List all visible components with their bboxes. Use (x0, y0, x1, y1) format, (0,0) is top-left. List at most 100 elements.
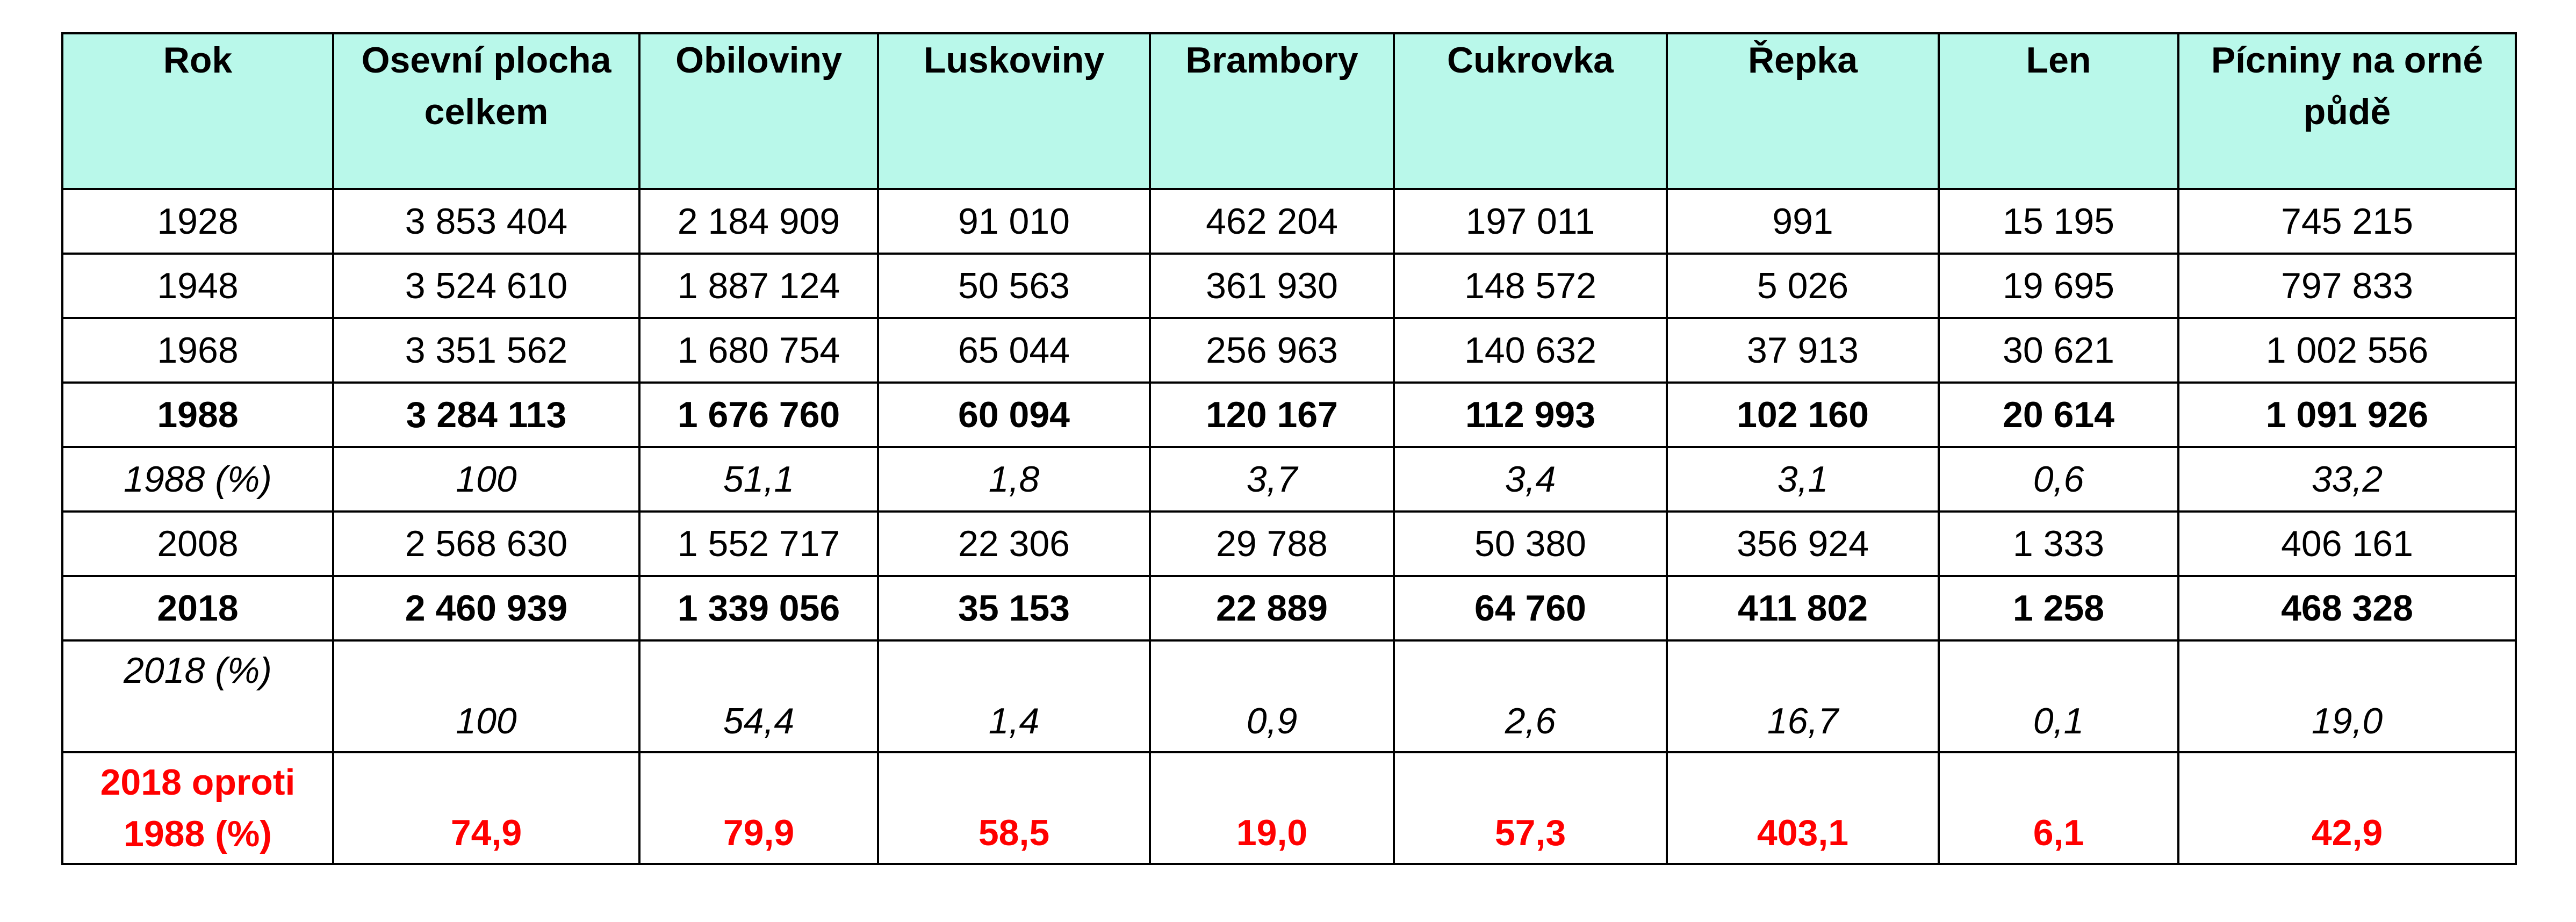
header-cell-cereals: Obiloviny (638, 32, 879, 190)
table-row: 1928 3 853 404 2 184 909 91 010 462 204 197 0… (61, 188, 2517, 255)
header-label: Pícniny na orné půdě (2211, 40, 2484, 132)
table-cell: 197 011 (1393, 188, 1668, 255)
table-cell: 0,1 (1938, 639, 2179, 753)
table-cell: 2 568 630 (332, 510, 641, 577)
table-cell: 3 284 113 (332, 381, 641, 448)
table-row: 1988 (%) 100 51,1 1,8 3,7 3,4 3,1 0,6 33,2 (61, 446, 2517, 513)
table-cell: 42,9 (2177, 751, 2517, 865)
table-cell: 58,5 (877, 751, 1151, 865)
table-cell: 3,1 (1666, 446, 1940, 513)
table-row: 1948 3 524 610 1 887 124 50 563 361 930 148 5… (61, 253, 2517, 319)
table-cell: 100 (332, 446, 641, 513)
table-cell: 50 380 (1393, 510, 1668, 577)
table-cell: 74,9 (332, 751, 641, 865)
table-cell: 1 002 556 (2177, 317, 2517, 384)
table-cell: 112 993 (1393, 381, 1668, 448)
table-cell: 361 930 (1149, 253, 1395, 319)
header-label: Rok (163, 40, 233, 81)
table-cell: 1 680 754 (638, 317, 879, 384)
table-cell: 33,2 (2177, 446, 2517, 513)
header-label: Cukrovka (1447, 40, 1614, 81)
table-cell: 19 695 (1938, 253, 2179, 319)
table-cell: 37 913 (1666, 317, 1940, 384)
table-cell: 256 963 (1149, 317, 1395, 384)
row-label-cell: 1988 (%) (61, 446, 334, 513)
table-cell: 3,7 (1149, 446, 1395, 513)
table-cell: 0,9 (1149, 639, 1395, 753)
table-cell: 60 094 (877, 381, 1151, 448)
table-cell: 356 924 (1666, 510, 1940, 577)
header-cell-sugar-beet: Cukrovka (1393, 32, 1668, 190)
table-cell: 35 153 (877, 575, 1151, 642)
header-label: Luskoviny (923, 40, 1105, 81)
table-row: 1988 3 284 113 1 676 760 60 094 120 167 112 9… (61, 381, 2517, 448)
table-row: 1968 3 351 562 1 680 754 65 044 256 963 140 6… (61, 317, 2517, 384)
table-cell: 64 760 (1393, 575, 1668, 642)
table-cell: 745 215 (2177, 188, 2517, 255)
table-cell: 1 258 (1938, 575, 2179, 642)
table-cell: 468 328 (2177, 575, 2517, 642)
table-cell: 462 204 (1149, 188, 1395, 255)
row-label-cell: 1988 (61, 381, 334, 448)
header-cell-rapeseed: Řepka (1666, 32, 1940, 190)
table-cell: 16,7 (1666, 639, 1940, 753)
row-label-cell: 2018 (%) (61, 639, 334, 753)
table-cell: 19,0 (1149, 751, 1395, 865)
table-cell: 406 161 (2177, 510, 2517, 577)
table-cell: 2,6 (1393, 639, 1668, 753)
table-cell: 0,6 (1938, 446, 2179, 513)
table-cell: 30 621 (1938, 317, 2179, 384)
table-cell: 1,4 (877, 639, 1151, 753)
table-cell: 411 802 (1666, 575, 1940, 642)
table-cell: 3 524 610 (332, 253, 641, 319)
table-cell: 5 026 (1666, 253, 1940, 319)
table-row: 2018 oproti 1988 (%) 74,9 79,9 58,5 19,0 57,3… (61, 751, 2517, 865)
header-cell-fodder: Pícniny na orné půdě (2177, 32, 2517, 190)
table-cell: 2 460 939 (332, 575, 641, 642)
table-cell: 1 887 124 (638, 253, 879, 319)
crop-area-table: Rok Osevní plocha celkem Obiloviny Lusko… (61, 32, 2517, 865)
header-cell-flax: Len (1938, 32, 2179, 190)
table-cell: 1 339 056 (638, 575, 879, 642)
table-cell: 100 (332, 639, 641, 753)
header-label: Řepka (1747, 40, 1858, 81)
table-cell: 1 333 (1938, 510, 2179, 577)
row-label-cell: 1948 (61, 253, 334, 319)
row-label-cell: 2018 (61, 575, 334, 642)
table-cell: 1,8 (877, 446, 1151, 513)
table-cell: 15 195 (1938, 188, 2179, 255)
table-cell: 991 (1666, 188, 1940, 255)
header-label: Obiloviny (675, 40, 842, 81)
table-cell: 6,1 (1938, 751, 2179, 865)
header-cell-year: Rok (61, 32, 334, 190)
table-cell: 3 853 404 (332, 188, 641, 255)
header-label: Brambory (1185, 40, 1358, 81)
table-cell: 57,3 (1393, 751, 1668, 865)
table-cell: 1 552 717 (638, 510, 879, 577)
row-label-cell: 1928 (61, 188, 334, 255)
table-cell: 22 306 (877, 510, 1151, 577)
table-cell: 797 833 (2177, 253, 2517, 319)
table-cell: 102 160 (1666, 381, 1940, 448)
table-cell: 1 091 926 (2177, 381, 2517, 448)
table-cell: 1 676 760 (638, 381, 879, 448)
table-row: 2018 2 460 939 1 339 056 35 153 22 889 64 760… (61, 575, 2517, 642)
table-cell: 20 614 (1938, 381, 2179, 448)
row-label-cell: 2018 oproti 1988 (%) (61, 751, 334, 865)
table-body: 1928 3 853 404 2 184 909 91 010 462 204 197 0… (61, 188, 2517, 865)
table-cell: 79,9 (638, 751, 879, 865)
header-label: Osevní plocha celkem (361, 40, 611, 132)
table-cell: 120 167 (1149, 381, 1395, 448)
header-row: Rok Osevní plocha celkem Obiloviny Lusko… (61, 32, 2517, 190)
table-cell: 22 889 (1149, 575, 1395, 642)
table-cell: 91 010 (877, 188, 1151, 255)
table-cell: 65 044 (877, 317, 1151, 384)
row-label-cell: 1968 (61, 317, 334, 384)
table-cell: 403,1 (1666, 751, 1940, 865)
table-cell: 50 563 (877, 253, 1151, 319)
table-cell: 19,0 (2177, 639, 2517, 753)
header-cell-total: Osevní plocha celkem (332, 32, 641, 190)
table-cell: 54,4 (638, 639, 879, 753)
table-header: Rok Osevní plocha celkem Obiloviny Lusko… (61, 32, 2517, 190)
table-cell: 3,4 (1393, 446, 1668, 513)
